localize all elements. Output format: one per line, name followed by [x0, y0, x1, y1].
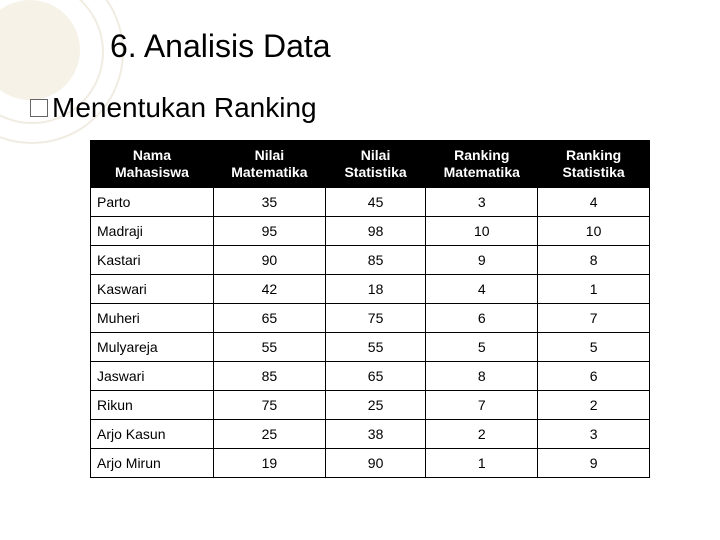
- cell-value: 98: [325, 216, 426, 245]
- column-header: NilaiStatistika: [325, 141, 426, 188]
- cell-value: 8: [426, 361, 538, 390]
- column-header: RankingMatematika: [426, 141, 538, 188]
- table-row: Jaswari856586: [91, 361, 650, 390]
- cell-name: Kaswari: [91, 274, 214, 303]
- cell-value: 10: [538, 216, 650, 245]
- cell-value: 55: [325, 332, 426, 361]
- cell-value: 90: [325, 448, 426, 477]
- cell-value: 18: [325, 274, 426, 303]
- cell-value: 65: [213, 303, 325, 332]
- table-row: Mulyareja555555: [91, 332, 650, 361]
- table-header: NamaMahasiswaNilaiMatematikaNilaiStatist…: [91, 141, 650, 188]
- cell-name: Muheri: [91, 303, 214, 332]
- cell-name: Kastari: [91, 245, 214, 274]
- cell-name: Mulyareja: [91, 332, 214, 361]
- cell-name: Madraji: [91, 216, 214, 245]
- cell-value: 9: [426, 245, 538, 274]
- table-row: Arjo Mirun199019: [91, 448, 650, 477]
- column-header: RankingStatistika: [538, 141, 650, 188]
- cell-value: 25: [213, 419, 325, 448]
- page-title: 6. Analisis Data: [110, 28, 331, 65]
- cell-name: Arjo Kasun: [91, 419, 214, 448]
- cell-value: 3: [426, 187, 538, 216]
- table-row: Muheri657567: [91, 303, 650, 332]
- table-row: Arjo Kasun253823: [91, 419, 650, 448]
- cell-value: 19: [213, 448, 325, 477]
- cell-value: 38: [325, 419, 426, 448]
- cell-value: 4: [426, 274, 538, 303]
- cell-value: 4: [538, 187, 650, 216]
- cell-value: 35: [213, 187, 325, 216]
- cell-value: 5: [426, 332, 538, 361]
- cell-name: Rikun: [91, 390, 214, 419]
- cell-value: 45: [325, 187, 426, 216]
- cell-value: 7: [426, 390, 538, 419]
- cell-value: 25: [325, 390, 426, 419]
- cell-value: 75: [325, 303, 426, 332]
- cell-value: 10: [426, 216, 538, 245]
- cell-name: Parto: [91, 187, 214, 216]
- ranking-table: NamaMahasiswaNilaiMatematikaNilaiStatist…: [90, 140, 650, 478]
- cell-value: 75: [213, 390, 325, 419]
- cell-value: 55: [213, 332, 325, 361]
- ranking-table-container: NamaMahasiswaNilaiMatematikaNilaiStatist…: [90, 140, 650, 478]
- cell-value: 85: [325, 245, 426, 274]
- cell-value: 2: [538, 390, 650, 419]
- decorative-corner: [0, 0, 140, 160]
- cell-value: 2: [426, 419, 538, 448]
- bullet-checkbox-icon: [30, 99, 48, 117]
- table-row: Kastari908598: [91, 245, 650, 274]
- cell-value: 1: [538, 274, 650, 303]
- subtitle-row: Menentukan Ranking: [30, 92, 317, 124]
- subtitle-text: Menentukan Ranking: [52, 92, 317, 124]
- cell-value: 65: [325, 361, 426, 390]
- cell-value: 90: [213, 245, 325, 274]
- table-row: Parto354534: [91, 187, 650, 216]
- cell-value: 85: [213, 361, 325, 390]
- cell-value: 1: [426, 448, 538, 477]
- cell-value: 3: [538, 419, 650, 448]
- cell-name: Jaswari: [91, 361, 214, 390]
- table-row: Kaswari421841: [91, 274, 650, 303]
- table-row: Madraji95981010: [91, 216, 650, 245]
- column-header: NilaiMatematika: [213, 141, 325, 188]
- cell-value: 7: [538, 303, 650, 332]
- cell-value: 6: [538, 361, 650, 390]
- table-body: Parto354534Madraji95981010Kastari908598K…: [91, 187, 650, 477]
- cell-name: Arjo Mirun: [91, 448, 214, 477]
- cell-value: 8: [538, 245, 650, 274]
- cell-value: 5: [538, 332, 650, 361]
- cell-value: 6: [426, 303, 538, 332]
- cell-value: 9: [538, 448, 650, 477]
- cell-value: 42: [213, 274, 325, 303]
- column-header: NamaMahasiswa: [91, 141, 214, 188]
- table-row: Rikun752572: [91, 390, 650, 419]
- cell-value: 95: [213, 216, 325, 245]
